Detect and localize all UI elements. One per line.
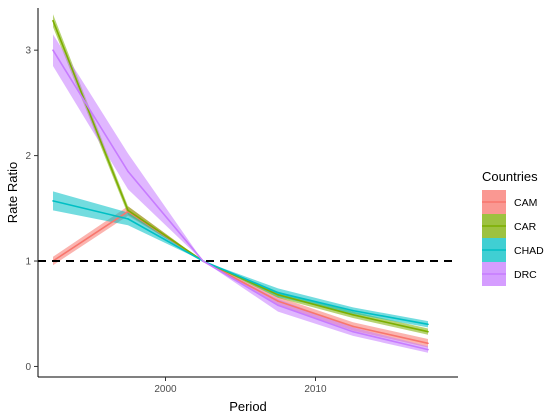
point-car (127, 209, 129, 212)
point-chad (127, 218, 129, 220)
point-chad (352, 309, 354, 312)
y-axis-title: Rate Ratio (5, 162, 20, 223)
legend-label-chad: CHAD (514, 245, 544, 257)
band-cam (53, 206, 428, 348)
band-car (53, 14, 428, 335)
point-drc (127, 170, 129, 173)
point-chad (52, 200, 54, 202)
point-cam (427, 342, 429, 345)
y-tick-label: 0 (25, 362, 31, 373)
point-car (352, 314, 354, 316)
point-cam (352, 325, 354, 328)
point-chad (277, 291, 279, 294)
band-drc (53, 34, 428, 353)
band-chad (53, 191, 428, 328)
line-chad (52, 200, 429, 326)
legend-label-cam: CAM (514, 197, 537, 209)
legend-label-drc: DRC (514, 269, 537, 281)
point-car (52, 19, 54, 22)
x-tick-label: 2010 (304, 384, 327, 395)
y-tick-label: 2 (25, 151, 31, 162)
x-axis-title: Period (229, 399, 267, 414)
point-drc (52, 49, 54, 51)
line-car (52, 20, 429, 333)
line-cam (52, 210, 429, 345)
point-drc (277, 304, 279, 307)
legend-items: CAM CAR CHAD DRC (482, 190, 544, 286)
point-car (427, 330, 429, 333)
point-drc (427, 348, 429, 351)
axes: 2000 2010 0 1 2 3 (25, 8, 458, 395)
legend: Countries CAM CAR CHAD DRC (482, 169, 544, 286)
series-lines (52, 19, 429, 351)
point-car (277, 294, 279, 296)
y-tick-label: 1 (25, 257, 31, 268)
point-cam (277, 300, 279, 302)
legend-title: Countries (482, 169, 538, 184)
confidence-bands (53, 14, 428, 353)
x-axis-ticks: 2000 2010 (154, 377, 327, 395)
y-tick-label: 3 (25, 46, 31, 57)
point-drc (202, 260, 204, 262)
legend-label-car: CAR (514, 221, 537, 233)
point-drc (352, 330, 354, 333)
x-tick-label: 2000 (154, 384, 177, 395)
y-axis-ticks: 0 1 2 3 (25, 46, 38, 373)
point-chad (427, 323, 429, 326)
line-drc (52, 49, 429, 351)
